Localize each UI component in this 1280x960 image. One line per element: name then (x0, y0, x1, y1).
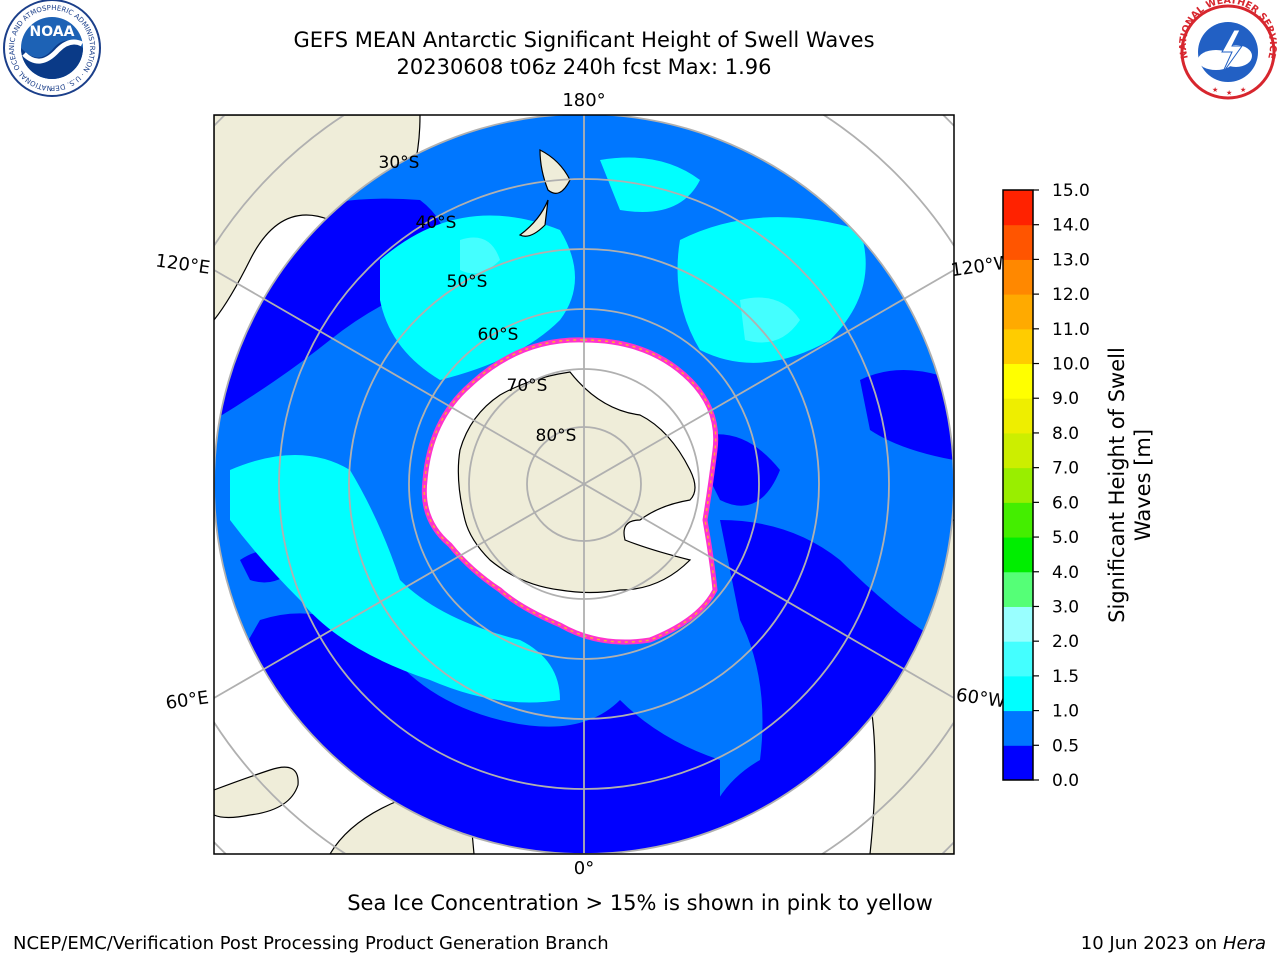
map-frame-content (214, 115, 954, 854)
lat-label-60s: 60°S (478, 325, 519, 345)
date-text: 10 Jun 2023 on (1080, 933, 1218, 954)
svg-text:★: ★ (1240, 86, 1246, 94)
date-stamp: 10 Jun 2023 on Hera (1081, 933, 1266, 955)
new-zealand (518, 149, 571, 237)
colorbar-tick-label: 4.0 (1052, 563, 1079, 583)
colorbar-segment (1003, 398, 1033, 434)
colorbar-tick-label: 15.0 (1052, 181, 1090, 201)
colorbar-tick-label: 3.0 (1052, 597, 1079, 617)
colorbar-segment (1003, 294, 1033, 330)
colorbar-segment (1003, 432, 1033, 469)
colorbar-tick-label: 12.0 (1052, 285, 1090, 305)
colorbar-tick-label: 13.0 (1052, 250, 1090, 270)
colorbar-tick-label: 1.0 (1052, 702, 1079, 722)
colorbar-segment (1003, 641, 1033, 677)
lon-label-180: 180° (562, 90, 605, 111)
machine-name: Hera (1222, 933, 1266, 954)
colorbar-segment (1003, 675, 1033, 712)
lat-label-30s: 30°S (379, 153, 420, 173)
colorbar-tick-label: 5.0 (1052, 528, 1079, 548)
lon-label-120e: 120°E (154, 250, 211, 278)
colorbar-tick-label: 1.5 (1052, 667, 1079, 687)
colorbar-tick-label: 8.0 (1052, 424, 1079, 444)
sea-ice-note: Sea Ice Concentration > 15% is shown in … (347, 891, 933, 915)
colorbar-segment (1003, 502, 1033, 538)
colorbar-tick-label: 10.0 (1052, 355, 1090, 375)
colorbar-segment (1003, 537, 1033, 573)
colorbar-segment (1003, 606, 1033, 642)
svg-text:★: ★ (1226, 89, 1232, 97)
colorbar-segment (1003, 745, 1033, 781)
lon-label-60e: 60°E (164, 687, 210, 714)
svg-text:★: ★ (1212, 86, 1218, 94)
lon-label-60w: 60°W (955, 685, 1007, 713)
colorbar: 0.0 0.5 1.0 1.5 2.0 3.0 4.0 5.0 6.0 7.0 8.0 9.0 10.0… (1002, 181, 1090, 791)
lat-label-70s: 70°S (507, 376, 548, 396)
colorbar-tick-label: 7.0 (1052, 459, 1079, 479)
map-title: GEFS MEAN Antarctic Significant Height o… (293, 28, 875, 52)
colorbar-tick-label: 0.5 (1052, 736, 1079, 756)
colorbar-segment (1003, 224, 1033, 260)
colorbar-segment (1003, 259, 1033, 295)
colorbar-tick-label: 2.0 (1052, 632, 1079, 652)
noaa-logo: NATIONAL OCEANIC AND ATMOSPHERIC ADMINIS… (0, 0, 101, 97)
colorbar-tick-label: 0.0 (1052, 771, 1079, 791)
map-border (213, 114, 955, 855)
map-subtitle: 20230608 t06z 240h fcst Max: 1.96 (396, 55, 772, 79)
colorbar-segment (1003, 467, 1033, 503)
colorbar-segment (1003, 363, 1033, 399)
colorbar-segment (1003, 571, 1033, 607)
nws-logo: NATIONAL WEATHER SERVICE ★ ★ ★ (1178, 0, 1278, 100)
colorbar-tick-label: 14.0 (1052, 216, 1090, 236)
credit-text: NCEP/EMC/Verification Post Processing Pr… (13, 933, 609, 954)
antarctica (421, 337, 719, 645)
colorbar-tick-label: 9.0 (1052, 389, 1079, 409)
lat-label-80s: 80°S (536, 426, 577, 446)
lat-label-50s: 50°S (447, 272, 488, 292)
colorbar-segment (1003, 328, 1033, 365)
colorbar-segment (1003, 710, 1033, 746)
colorbar-frame (1002, 189, 1034, 781)
noaa-wordmark: NOAA (30, 24, 75, 40)
graticule (214, 115, 954, 854)
colorbar-segment (1003, 190, 1033, 226)
colorbar-label-line1: Significant Height of Swell (1105, 347, 1129, 623)
lat-label-40s: 40°S (416, 213, 457, 233)
colorbar-tick-label: 6.0 (1052, 493, 1079, 513)
colorbar-label-line2: Waves [m] (1131, 429, 1155, 541)
lon-label-0: 0° (574, 858, 594, 879)
colorbar-tick-label: 11.0 (1052, 320, 1090, 340)
